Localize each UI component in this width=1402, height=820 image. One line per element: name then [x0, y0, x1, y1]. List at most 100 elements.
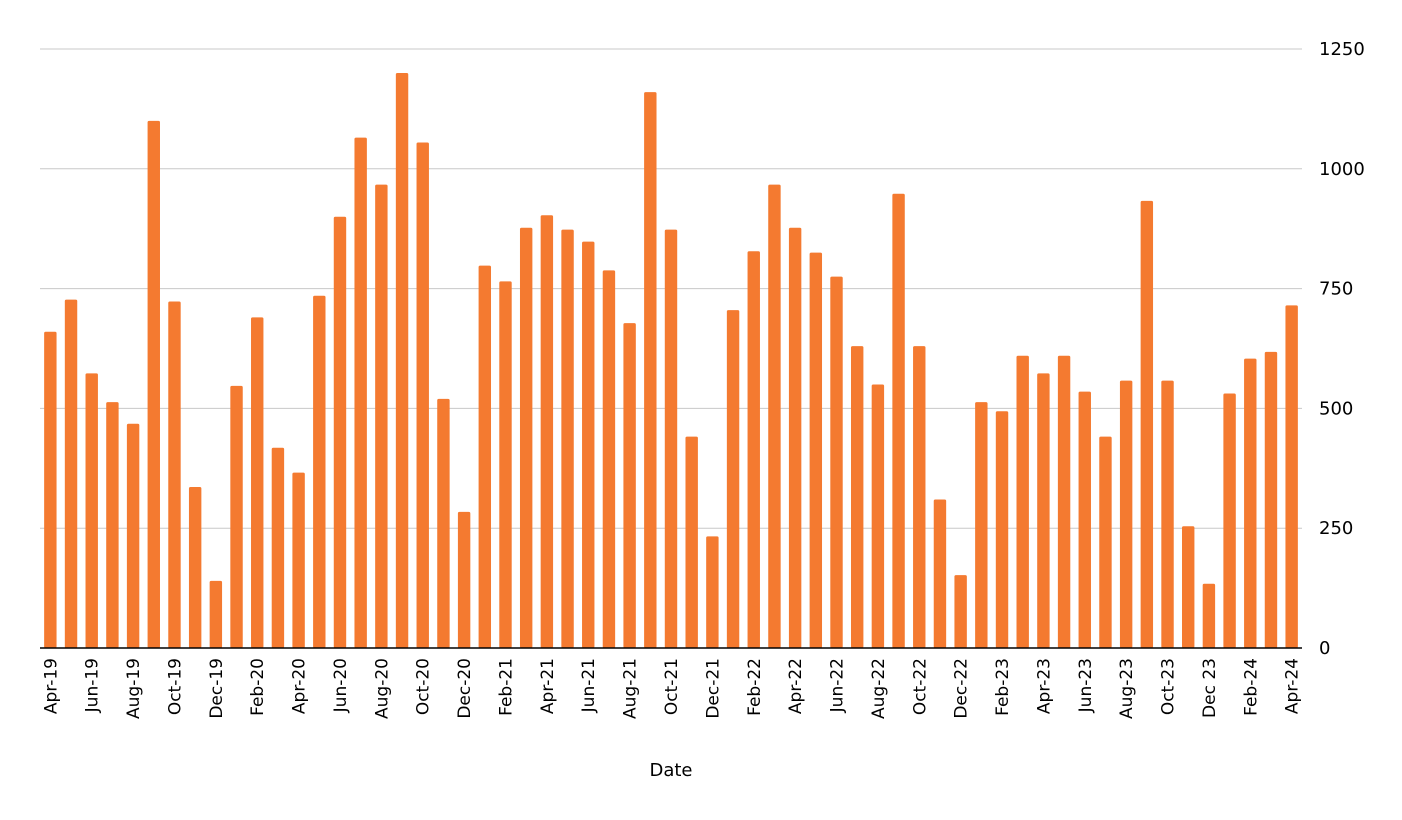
y-tick-label: 750: [1319, 279, 1353, 300]
bar: [1285, 305, 1298, 648]
x-tick-label: Feb-20: [248, 658, 268, 716]
bar: [561, 229, 574, 649]
bar: [664, 229, 678, 649]
bar: [64, 299, 78, 648]
bar: [913, 346, 926, 648]
bar: [375, 184, 388, 649]
bar: [1037, 373, 1050, 648]
x-tick-label: Aug-21: [621, 658, 641, 719]
x-tick-label: Apr-22: [786, 658, 806, 714]
bar: [830, 276, 843, 648]
x-tick-label: Apr-23: [1034, 658, 1054, 714]
y-tick-label: 500: [1319, 398, 1353, 419]
bar: [1057, 355, 1071, 648]
x-tick-label: Apr-24: [1283, 658, 1303, 714]
x-tick-label: Oct-21: [662, 658, 682, 715]
bar: [747, 251, 760, 648]
x-tick-label: Dec-19: [207, 658, 227, 719]
bar: [726, 310, 740, 648]
bar: [540, 215, 554, 648]
x-tick-label: Apr-19: [41, 658, 61, 714]
bar: [1161, 380, 1174, 648]
x-tick-label: Aug-23: [1117, 658, 1137, 719]
x-tick-label: Oct-20: [414, 658, 434, 715]
bar: [44, 331, 57, 648]
x-tick-label: Apr-20: [290, 658, 310, 714]
x-axis-title: Date: [649, 760, 692, 781]
x-tick-label: Oct-22: [910, 658, 930, 715]
bar: [188, 486, 202, 648]
bar: [333, 216, 347, 648]
x-tick-label: Feb-23: [993, 658, 1013, 716]
y-tick-label: 250: [1319, 518, 1353, 539]
y-tick-label: 1250: [1319, 39, 1365, 60]
y-tick-label: 0: [1319, 638, 1330, 659]
bar: [1119, 380, 1133, 648]
bar-series: [44, 72, 1298, 649]
x-tick-label: Dec-21: [703, 658, 723, 719]
bar: [768, 184, 781, 649]
bar: [519, 227, 533, 649]
bar: [271, 447, 285, 648]
bar: [995, 411, 1009, 648]
x-tick-label: Feb-21: [496, 658, 516, 716]
bar: [209, 580, 223, 648]
bar: [871, 384, 885, 648]
bar: [85, 373, 98, 648]
x-tick-label: Jun-23: [1076, 658, 1096, 713]
bar: [602, 270, 616, 648]
x-tick-label: Dec-22: [952, 658, 972, 719]
bar: [1078, 391, 1091, 648]
bar: [892, 193, 905, 649]
x-tick-label: Aug-20: [372, 658, 392, 719]
bar: [499, 281, 512, 648]
bar: [395, 72, 409, 648]
bar: [644, 92, 657, 649]
bar: [1223, 393, 1236, 648]
y-tick-label: 1000: [1319, 159, 1365, 180]
x-tick-label: Aug-22: [869, 658, 889, 719]
x-tick-label: Jun-20: [331, 658, 351, 713]
bar: [457, 511, 471, 648]
bar: [416, 142, 429, 648]
x-tick-label: Jun-22: [828, 658, 848, 713]
y-axis-tick-labels: 0 250 500 750 1000 1250: [1319, 39, 1365, 659]
bar: [126, 423, 140, 648]
bar: [1016, 355, 1029, 648]
bar: [292, 472, 305, 648]
bar: [251, 317, 264, 648]
bar: [313, 295, 326, 648]
bar: [437, 398, 450, 648]
x-tick-label: Jun-19: [83, 658, 103, 713]
x-tick-label: Dec-20: [455, 658, 475, 719]
bar: [788, 227, 802, 649]
bar: [623, 323, 636, 648]
bar: [230, 385, 243, 648]
bar: [1264, 351, 1278, 648]
bar: [168, 301, 181, 648]
x-tick-label: Jun-21: [579, 658, 599, 713]
x-tick-label: Aug-19: [124, 658, 144, 719]
bar: [582, 241, 595, 648]
bar: [1099, 436, 1112, 648]
bar: [1244, 358, 1257, 648]
bar: [850, 346, 864, 648]
bar: [685, 436, 698, 648]
bar: [147, 120, 160, 648]
bar: [706, 536, 719, 648]
bar: [478, 265, 492, 648]
bar: [933, 499, 947, 648]
x-tick-label: Oct-19: [165, 658, 185, 715]
bar: [354, 137, 367, 649]
bar: [1202, 583, 1216, 648]
bar: [106, 402, 119, 648]
x-tick-label: Feb-22: [745, 658, 765, 716]
bar: [954, 575, 967, 648]
x-tick-label: Oct-23: [1159, 658, 1179, 715]
bar: [1182, 526, 1195, 648]
x-tick-label: Dec 23: [1200, 658, 1220, 718]
x-tick-label: Apr-21: [538, 658, 558, 714]
x-axis-tick-labels: Apr-19 Jun-19 Aug-19 Oct-19 Dec-19 Feb-20 Apr-…: [41, 658, 1302, 719]
bar: [1140, 200, 1154, 648]
